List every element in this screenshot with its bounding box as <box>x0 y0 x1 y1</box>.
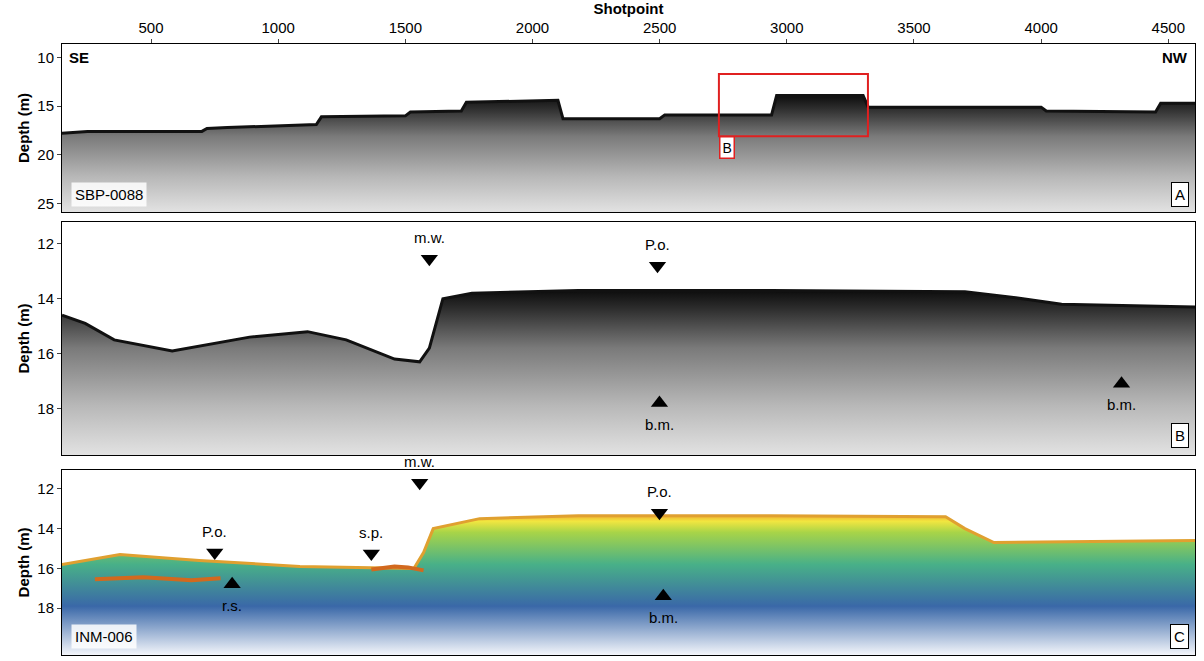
svg-text:500: 500 <box>138 19 163 36</box>
svg-text:Depth (m): Depth (m) <box>15 304 32 374</box>
svg-text:r.s.: r.s. <box>222 597 242 614</box>
svg-text:15: 15 <box>37 97 54 114</box>
svg-text:INM-006: INM-006 <box>75 628 133 645</box>
svg-text:25: 25 <box>37 195 54 212</box>
svg-text:16: 16 <box>37 560 54 577</box>
svg-text:1500: 1500 <box>389 19 422 36</box>
svg-text:NW: NW <box>1162 49 1188 66</box>
svg-text:s.p.: s.p. <box>359 524 383 541</box>
svg-text:b.m.: b.m. <box>649 609 678 626</box>
svg-text:C: C <box>1174 628 1185 645</box>
svg-text:P.o.: P.o. <box>645 236 670 253</box>
svg-text:3500: 3500 <box>897 19 930 36</box>
svg-text:2000: 2000 <box>516 19 549 36</box>
svg-text:m.w.: m.w. <box>404 453 435 470</box>
svg-text:B: B <box>723 140 732 156</box>
svg-text:20: 20 <box>37 146 54 163</box>
svg-text:18: 18 <box>37 599 54 616</box>
svg-text:3000: 3000 <box>770 19 803 36</box>
svg-text:SBP-0088: SBP-0088 <box>75 186 143 203</box>
svg-text:4000: 4000 <box>1024 19 1057 36</box>
svg-text:2500: 2500 <box>643 19 676 36</box>
svg-text:14: 14 <box>37 290 54 307</box>
svg-text:A: A <box>1175 186 1185 203</box>
svg-text:B: B <box>1175 427 1185 444</box>
svg-text:Depth (m): Depth (m) <box>15 93 32 163</box>
svg-text:18: 18 <box>37 400 54 417</box>
svg-text:10: 10 <box>37 49 54 66</box>
svg-text:4500: 4500 <box>1152 19 1185 36</box>
svg-text:P.o.: P.o. <box>202 523 227 540</box>
svg-text:b.m.: b.m. <box>1107 396 1136 413</box>
svg-text:16: 16 <box>37 345 54 362</box>
svg-text:1000: 1000 <box>261 19 294 36</box>
svg-text:12: 12 <box>37 480 54 497</box>
svg-text:m.w.: m.w. <box>414 229 445 246</box>
svg-text:SE: SE <box>69 49 89 66</box>
svg-text:Depth (m): Depth (m) <box>15 527 32 597</box>
svg-text:12: 12 <box>37 235 54 252</box>
svg-text:Shotpoint: Shotpoint <box>594 0 664 17</box>
svg-text:P.o.: P.o. <box>647 483 672 500</box>
svg-text:b.m.: b.m. <box>645 416 674 433</box>
svg-text:14: 14 <box>37 520 54 537</box>
